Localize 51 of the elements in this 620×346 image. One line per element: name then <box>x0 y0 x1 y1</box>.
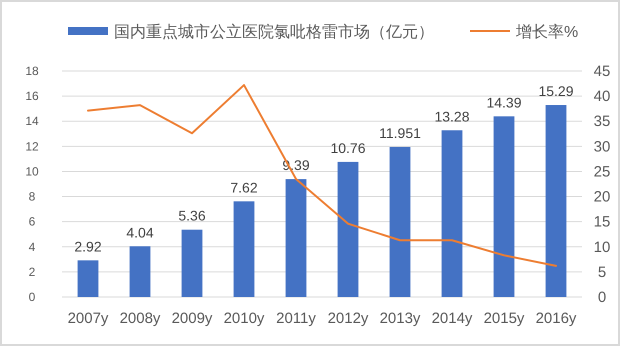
y2-tick-label: 45 <box>594 63 610 80</box>
data-label: 2.92 <box>74 238 102 254</box>
x-tick-label: 2016y <box>536 310 577 327</box>
x-tick-label: 2010y <box>224 310 265 327</box>
bar <box>338 162 358 297</box>
x-tick-label: 2008y <box>120 310 161 327</box>
y2-tick-label: 0 <box>598 289 606 306</box>
y2-tick-label: 15 <box>594 214 610 231</box>
x-tick-label: 2015y <box>484 310 525 327</box>
x-tick-label: 2013y <box>380 310 421 327</box>
data-label: 13.28 <box>434 108 470 124</box>
data-label: 14.39 <box>486 94 522 110</box>
y-tick-label: 14 <box>25 114 39 128</box>
bar <box>182 230 202 297</box>
bar <box>494 116 514 297</box>
x-tick-label: 2012y <box>328 310 369 327</box>
bar <box>130 246 150 297</box>
legend-label: 增长率% <box>515 23 578 41</box>
y2-tick-label: 35 <box>594 113 610 130</box>
x-tick-label: 2009y <box>172 310 213 327</box>
y2-tick-label: 40 <box>594 88 610 106</box>
y2-tick-label: 10 <box>594 238 610 256</box>
bar <box>286 179 306 297</box>
y-tick-label: 18 <box>25 64 39 78</box>
y2-tick-label: 25 <box>594 163 610 180</box>
x-tick-label: 2014y <box>432 310 473 327</box>
data-label: 7.62 <box>230 179 258 196</box>
y-tick-label: 16 <box>25 89 39 104</box>
y-tick-label: 2 <box>28 264 36 279</box>
x-tick-label: 2007y <box>68 310 109 327</box>
y-tick-label: 6 <box>28 214 36 229</box>
y-tick-label: 12 <box>25 139 39 154</box>
legend-label: 国内重点城市公立医院氯吡格雷市场（亿元） <box>114 23 434 41</box>
x-tick-label: 2011y <box>276 310 316 327</box>
bar <box>442 130 462 297</box>
data-label: 10.76 <box>330 140 366 156</box>
y-tick-label: 4 <box>28 240 36 254</box>
data-label: 5.36 <box>178 208 206 224</box>
data-label: 4.04 <box>126 224 154 240</box>
y-tick-label: 8 <box>28 190 36 204</box>
y2-tick-label: 5 <box>598 264 606 281</box>
bar <box>390 146 410 297</box>
y2-tick-label: 20 <box>594 188 610 206</box>
y-tick-label: 10 <box>25 164 39 178</box>
data-label: 15.29 <box>538 83 574 100</box>
bar <box>546 105 566 297</box>
bar <box>234 201 254 297</box>
y2-tick-label: 30 <box>594 138 610 156</box>
y-tick-label: 0 <box>28 290 36 304</box>
bar <box>78 260 98 297</box>
data-label: 11.951 <box>379 124 422 141</box>
